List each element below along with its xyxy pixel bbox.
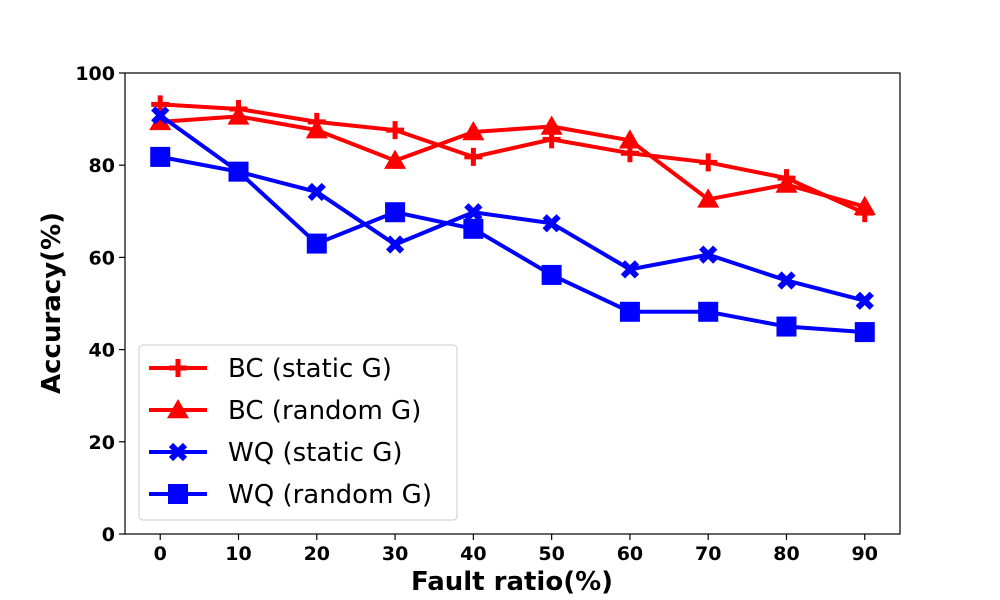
y-tick-label: 100 — [75, 63, 115, 85]
data-point — [227, 105, 250, 125]
y-axis-ticks: 0 20 40 60 80 100 — [75, 63, 125, 546]
data-point — [699, 245, 718, 264]
legend-box — [138, 344, 458, 521]
legend-entry: WQ (static G) — [149, 438, 403, 468]
legend: BC (static G) BC (random G) WQ (static G) W… — [138, 344, 458, 521]
legend-label: BC (static G) — [228, 354, 392, 384]
legend-marker — [167, 399, 189, 419]
legend-label: BC (random G) — [228, 396, 421, 426]
series-layer — [149, 95, 876, 343]
legend-label: WQ (static G) — [228, 438, 403, 468]
x-tick-label: 70 — [695, 543, 721, 565]
data-point — [150, 146, 171, 167]
series-line — [160, 102, 866, 215]
data-point — [228, 161, 249, 182]
data-point — [151, 106, 170, 125]
data-point — [775, 173, 798, 193]
x-tick-label: 80 — [773, 543, 799, 565]
data-point — [385, 202, 406, 223]
x-tick-label: 10 — [225, 543, 251, 565]
data-point — [307, 182, 326, 202]
data-point — [853, 195, 876, 215]
data-point — [149, 110, 172, 131]
series-1 — [151, 95, 874, 223]
x-tick-label: 40 — [460, 543, 486, 565]
legend-label: WQ (random G) — [228, 480, 432, 510]
plot-area-frame — [124, 72, 901, 535]
data-point — [776, 316, 797, 337]
data-point — [464, 147, 483, 166]
series-line — [159, 154, 865, 335]
x-tick-label: 60 — [617, 543, 643, 565]
legend-marker — [169, 359, 187, 377]
y-tick-label: 80 — [89, 155, 115, 177]
series-2 — [149, 105, 876, 215]
legend-entry: BC (static G) — [149, 354, 392, 384]
data-point — [542, 214, 561, 233]
y-axis-label: Accuracy(%) — [37, 212, 67, 394]
data-point — [541, 264, 562, 285]
data-point — [151, 95, 170, 114]
data-point — [540, 115, 563, 135]
series-line — [160, 114, 866, 209]
x-tick-label: 0 — [154, 543, 167, 565]
series-3 — [151, 106, 874, 310]
x-tick-label: 30 — [382, 543, 408, 565]
data-point — [386, 121, 405, 140]
data-point — [854, 322, 875, 343]
data-point — [855, 291, 874, 310]
data-point — [698, 301, 719, 322]
legend-entry: WQ (random G) — [149, 480, 432, 510]
data-point — [384, 149, 407, 169]
data-point — [306, 233, 327, 254]
x-tick-label: 50 — [538, 543, 564, 565]
series-4 — [150, 146, 875, 343]
data-point — [618, 129, 641, 149]
y-tick-label: 20 — [89, 432, 115, 454]
legend-marker — [168, 442, 188, 462]
legend-marker — [168, 484, 188, 504]
legend-entry: BC (random G) — [149, 396, 421, 426]
series-line — [159, 113, 866, 303]
x-axis-ticks: 0 10 20 30 40 50 60 70 80 90 — [154, 534, 878, 565]
x-tick-label: 20 — [304, 543, 330, 565]
y-tick-label: 0 — [102, 524, 115, 546]
data-point — [699, 153, 718, 172]
x-axis-label: Fault ratio(%) — [411, 567, 613, 597]
data-point — [463, 218, 484, 239]
y-tick-label: 40 — [89, 340, 115, 362]
data-point — [777, 271, 796, 290]
data-point — [464, 203, 483, 222]
data-point — [619, 301, 640, 322]
y-tick-label: 60 — [89, 247, 115, 269]
data-point — [385, 235, 405, 254]
data-point — [462, 121, 485, 141]
x-tick-label: 90 — [852, 543, 878, 565]
data-point — [620, 260, 640, 279]
data-point — [305, 119, 328, 139]
data-point — [697, 188, 720, 208]
